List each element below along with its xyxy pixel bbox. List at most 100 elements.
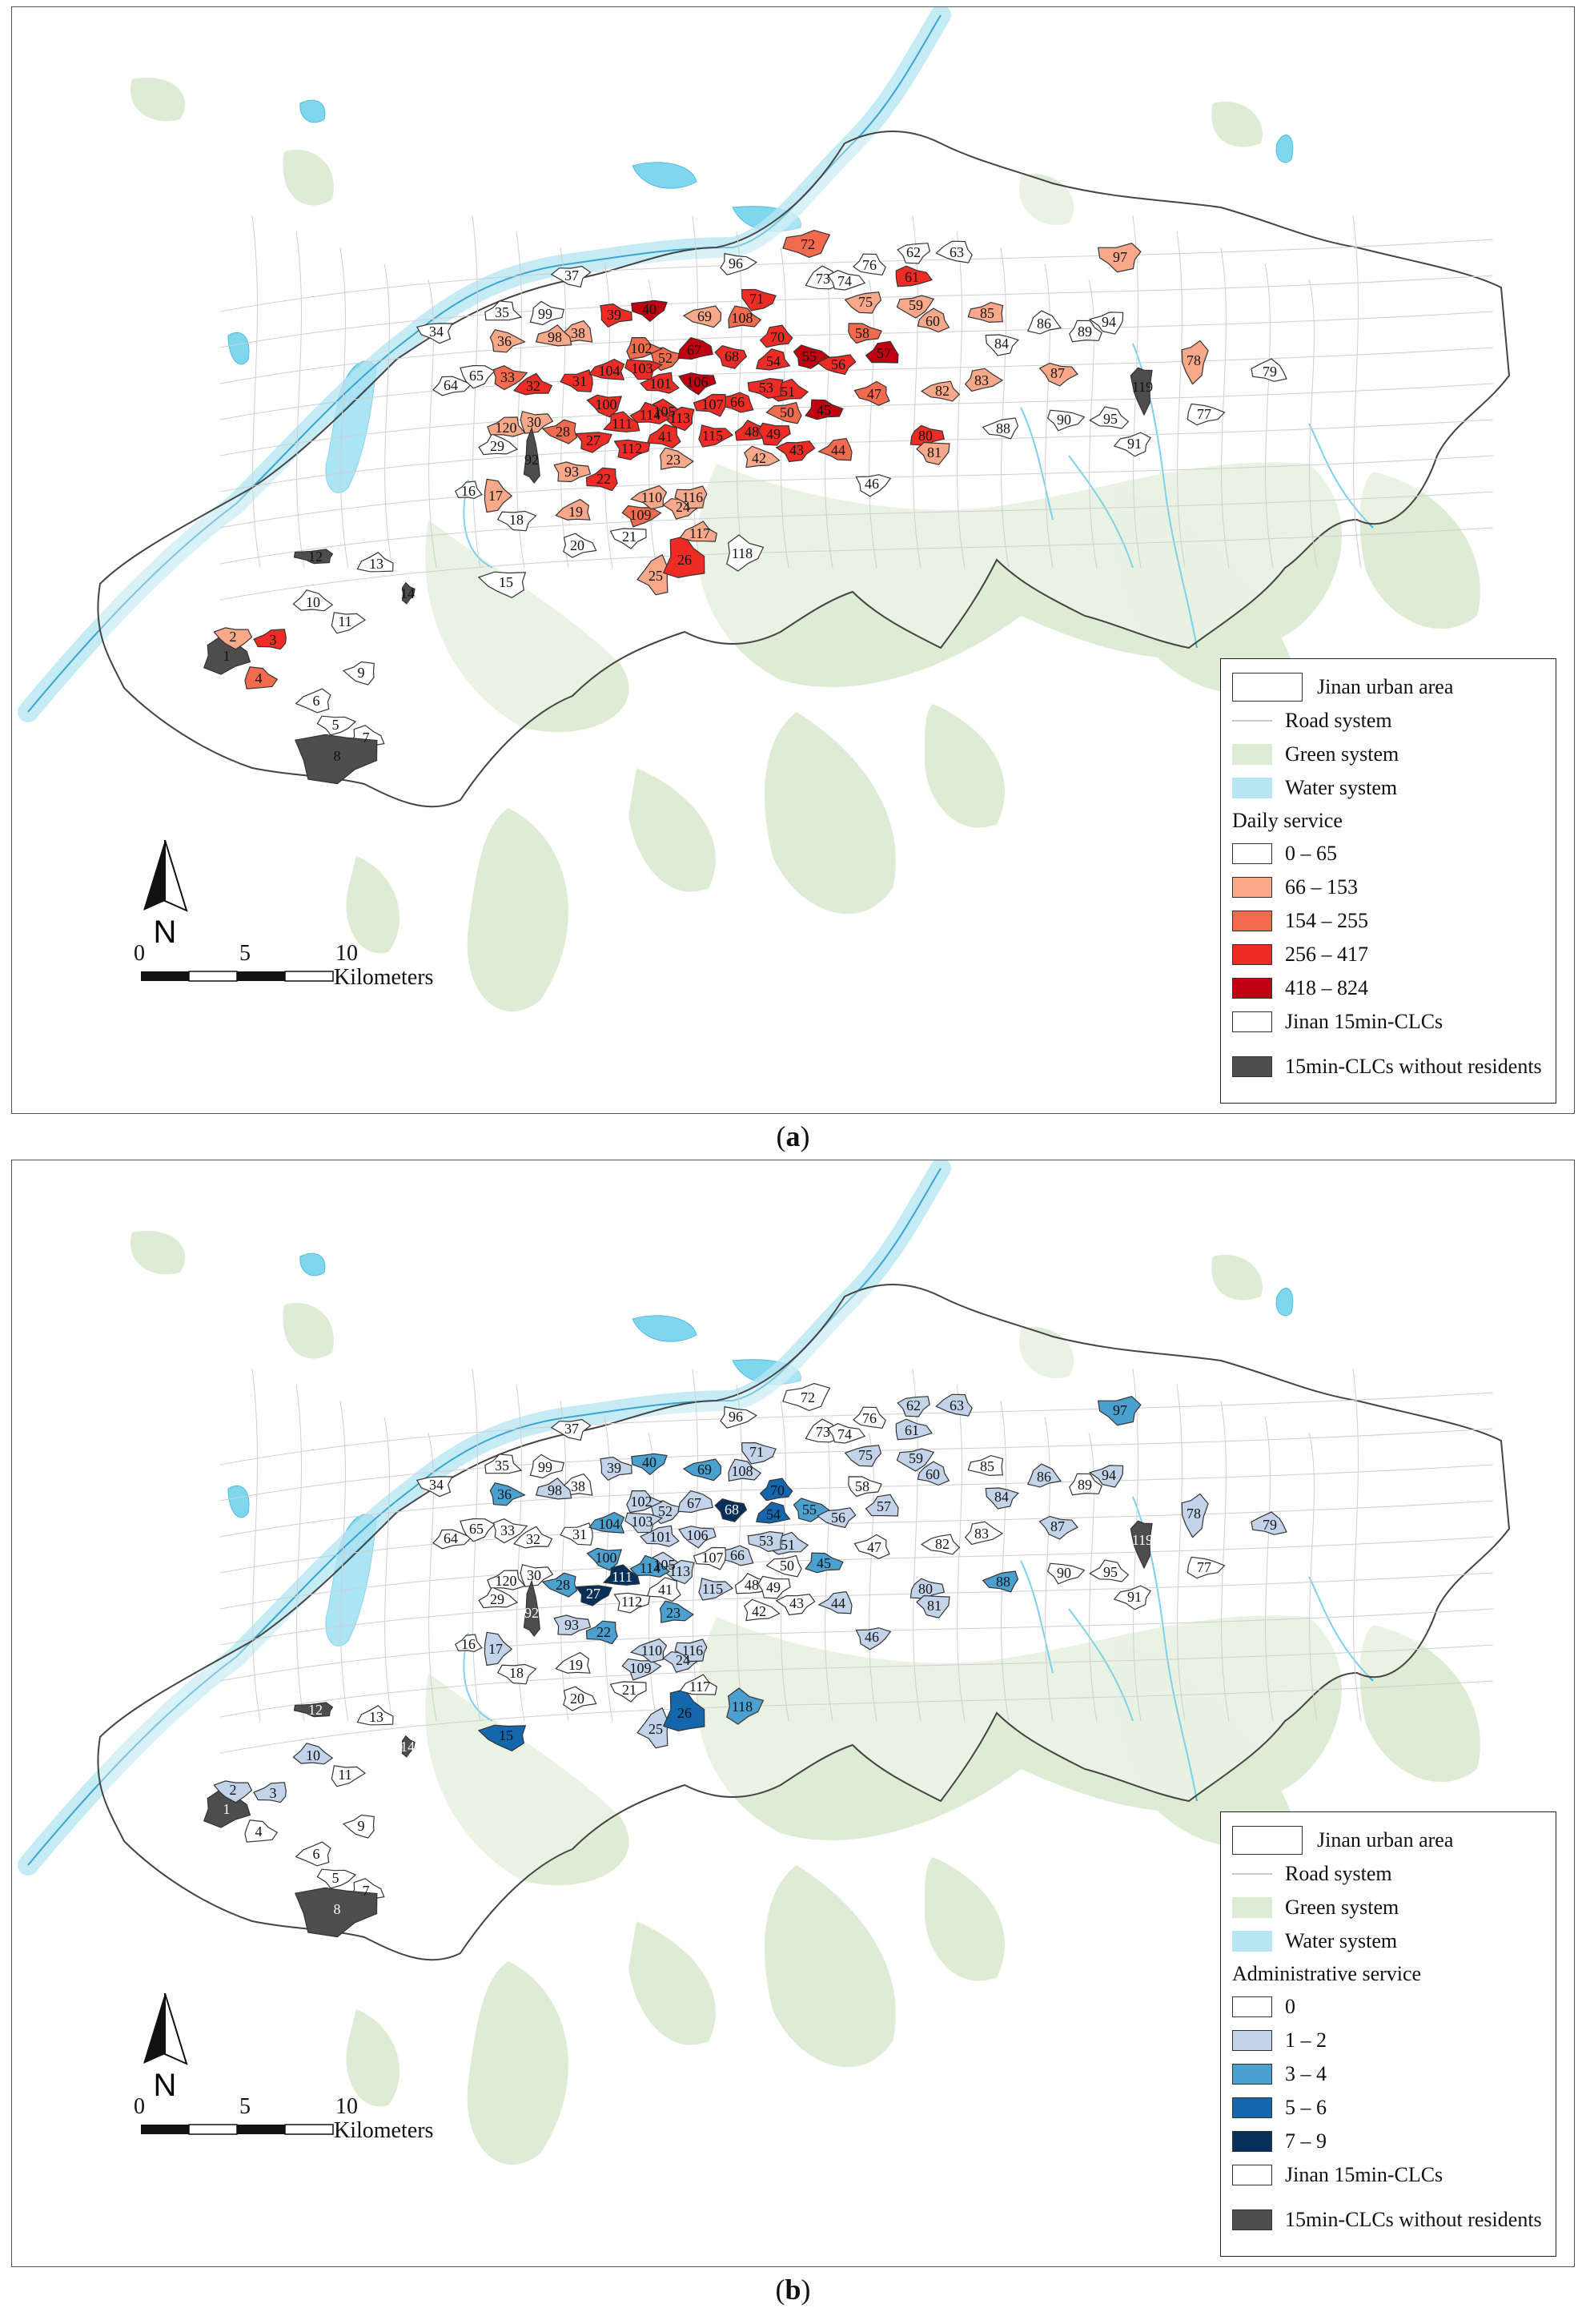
clc-unit-97 [1097, 1396, 1142, 1426]
road [472, 215, 481, 569]
clc-unit-117 [679, 521, 717, 542]
clc-unit-50 [765, 1554, 802, 1578]
stream [1068, 455, 1134, 569]
clc-unit-82 [920, 380, 961, 402]
clc-unit-119 [1130, 367, 1153, 416]
clc-unit-35 [484, 1454, 523, 1474]
clc-label-98: 98 [548, 329, 562, 345]
clc-unit-106 [678, 1526, 717, 1549]
clc-unit-8 [294, 734, 378, 785]
clc-label-103: 103 [632, 360, 653, 376]
clc-unit-2 [213, 627, 253, 650]
clc-label-96: 96 [729, 255, 743, 271]
clc-unit-72 [782, 1382, 831, 1412]
road [912, 1368, 921, 1722]
clc-unit-23 [659, 447, 694, 470]
clc-label-85: 85 [980, 305, 994, 321]
green-area [925, 1857, 1006, 1981]
road [780, 1400, 789, 1722]
clc-label-39: 39 [607, 307, 621, 323]
legend-swatch [1232, 2209, 1272, 2230]
clc-unit-61 [895, 265, 933, 287]
clc-label-80: 80 [918, 428, 933, 444]
clc-label-110: 110 [641, 489, 662, 505]
clc-unit-78 [1181, 340, 1209, 385]
clc-label-62: 62 [906, 1397, 921, 1413]
legend-item-base: Jinan urban area [1232, 1823, 1543, 1857]
clc-unit-14 [401, 581, 416, 605]
map-panel-a: 1 2 3 4 5 6 7 8 9 10 11 12 13 14 15 16 17 18 19 20 21 22 23 24 2… [11, 6, 1575, 1114]
clc-unit-16 [455, 480, 483, 500]
clc-label-55: 55 [802, 1502, 817, 1518]
clc-unit-63 [935, 1393, 973, 1417]
clc-unit-50 [765, 401, 802, 424]
clc-unit-78 [1181, 1493, 1209, 1538]
clc-unit-32 [513, 1526, 553, 1549]
clc-unit-56 [817, 1507, 857, 1529]
clc-label-71: 71 [749, 1444, 764, 1460]
clc-unit-92 [523, 426, 540, 484]
clc-unit-17 [484, 1631, 513, 1667]
legend-swatch [1232, 778, 1272, 798]
green-area [425, 520, 629, 733]
water-body [1275, 1288, 1294, 1317]
clc-unit-42 [744, 445, 781, 468]
clc-label-36: 36 [497, 333, 512, 349]
clc-label-60: 60 [926, 1466, 940, 1482]
clc-label-70: 70 [770, 329, 785, 345]
clc-unit-39 [600, 1456, 632, 1482]
north-label: N [154, 915, 177, 949]
clc-label-25: 25 [648, 568, 663, 584]
clc-label-112: 112 [621, 440, 642, 456]
clc-label-75: 75 [858, 294, 873, 310]
clc-unit-119 [1130, 1520, 1153, 1570]
clc-label-21: 21 [622, 529, 636, 545]
legend-item-class: 418 – 824 [1232, 971, 1543, 1005]
clc-label-114: 114 [640, 1560, 660, 1576]
clc-unit-93 [553, 1614, 592, 1636]
clc-label-50: 50 [780, 404, 794, 420]
clc-unit-23 [659, 1600, 694, 1623]
clc-unit-94 [1088, 312, 1124, 335]
clc-label-82: 82 [935, 1536, 950, 1552]
clc-label-4: 4 [255, 670, 263, 686]
legend-label: 418 – 824 [1285, 976, 1368, 999]
scale-tick-10: 10 [335, 941, 358, 966]
clc-label-119: 119 [1132, 1532, 1153, 1548]
clc-unit-15 [477, 571, 527, 598]
road [1220, 1400, 1230, 1722]
green-area [346, 2009, 400, 2107]
legend-item-base: Road system [1232, 704, 1543, 738]
clc-unit-90 [1046, 1562, 1086, 1585]
clc-label-19: 19 [568, 504, 583, 520]
clc-label-5: 5 [332, 1870, 339, 1886]
clc-unit-11 [331, 612, 367, 634]
clc-label-52: 52 [658, 1503, 673, 1519]
clc-unit-87 [1038, 1515, 1078, 1540]
clc-unit-67 [677, 336, 713, 360]
clc-unit-69 [682, 305, 722, 328]
clc-label-16: 16 [461, 483, 476, 499]
legend-item-class: 1 – 2 [1232, 2024, 1543, 2057]
clc-unit-95 [1089, 406, 1130, 429]
clc-label-46: 46 [865, 1629, 879, 1645]
clc-unit-53 [747, 1530, 784, 1553]
clc-label-73: 73 [816, 1424, 830, 1440]
stream [1308, 423, 1374, 529]
clc-label-42: 42 [752, 450, 766, 466]
clc-label-38: 38 [571, 1478, 585, 1494]
clc-label-45: 45 [817, 402, 831, 418]
clc-unit-81 [916, 441, 950, 465]
clc-unit-84 [985, 334, 1020, 356]
clc-label-67: 67 [687, 1495, 701, 1511]
clc-label-78: 78 [1186, 352, 1201, 368]
clc-unit-100 [586, 394, 623, 418]
clc-unit-118 [726, 1687, 765, 1725]
legend-label: Green system [1285, 742, 1399, 766]
clc-label-104: 104 [599, 1516, 620, 1532]
clc-unit-65 [460, 1518, 496, 1542]
clc-label-90: 90 [1057, 412, 1071, 428]
clc-unit-18 [496, 1663, 537, 1685]
clc-label-109: 109 [630, 1660, 652, 1676]
jinan-urban-boundary [97, 1284, 1511, 1961]
